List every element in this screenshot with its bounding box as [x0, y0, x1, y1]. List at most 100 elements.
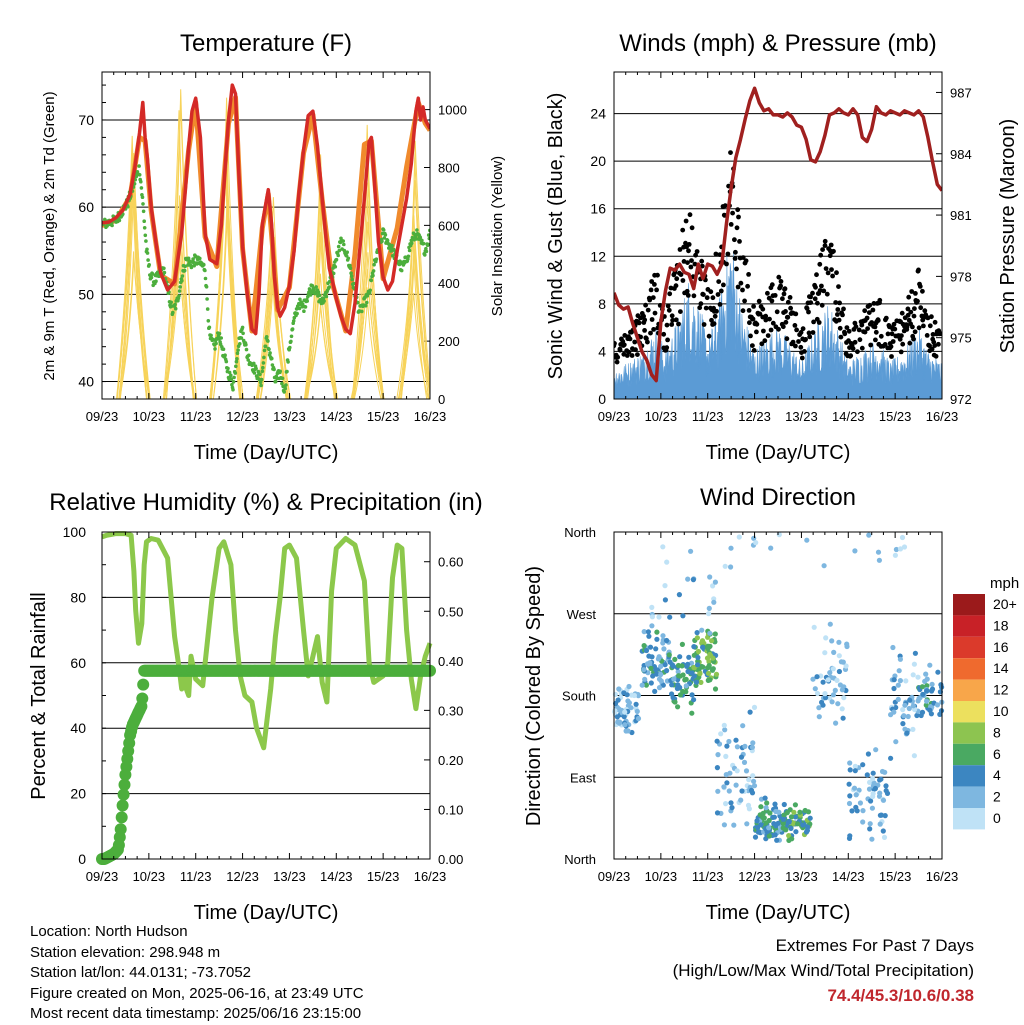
gust-point [670, 317, 675, 323]
gust-point [846, 328, 852, 334]
direction-point [901, 713, 907, 719]
direction-point [628, 705, 634, 711]
x-tick-label: 16/23 [414, 869, 447, 884]
winds-y2-tick-label: 972 [950, 392, 972, 407]
gust-point [868, 342, 874, 348]
gust-point [871, 301, 877, 306]
dewpoint-point [382, 236, 387, 240]
gust-point [905, 306, 911, 312]
direction-point [728, 545, 734, 551]
direction-point [679, 641, 686, 648]
legend-title: mph [990, 575, 1019, 592]
dewpoint-point [363, 303, 368, 308]
direction-point [706, 644, 712, 650]
direction-point [896, 668, 902, 674]
direction-point [867, 826, 873, 832]
x-tick-label: 11/23 [692, 409, 724, 424]
gust-point [823, 266, 829, 271]
gust-point [754, 329, 759, 335]
gust-point [643, 302, 648, 308]
direction-point [675, 669, 681, 675]
direction-point [897, 656, 904, 662]
winds-y2-tick-label: 975 [950, 331, 972, 346]
direction-point [707, 651, 713, 658]
direction-point [714, 810, 721, 816]
dewpoint-point [259, 377, 264, 382]
direction-point [891, 685, 897, 692]
dewpoint-point [270, 356, 274, 361]
direction-point [843, 663, 849, 669]
dewpoint-point [219, 336, 223, 340]
dewpoint-point [420, 238, 424, 243]
dewpoint-point [146, 258, 150, 262]
gust-point [738, 280, 744, 286]
direction-point [705, 670, 712, 676]
direction-point [706, 605, 712, 612]
dewpoint-point [331, 271, 336, 276]
legend-swatch [953, 636, 985, 659]
gust-point [830, 273, 835, 279]
gust-point [701, 292, 706, 297]
dewpoint-point [258, 372, 262, 377]
direction-point [679, 663, 685, 669]
direction-point [763, 820, 769, 826]
direction-point [680, 672, 686, 678]
gust-point [750, 316, 756, 322]
gust-point [748, 333, 753, 339]
x-tick-label: 12/23 [738, 409, 771, 424]
legend-label: 14 [993, 660, 1009, 676]
direction-point [643, 682, 650, 688]
direction-point [791, 809, 797, 815]
gust-point [892, 326, 898, 332]
direction-point [836, 639, 842, 645]
gust-point [650, 295, 656, 300]
direction-point [677, 684, 683, 691]
gust-point [873, 329, 879, 335]
dewpoint-point [150, 272, 155, 276]
gust-point [913, 291, 918, 296]
direction-xlabel: Time (Day/UTC) [706, 902, 851, 924]
direction-point [680, 613, 686, 619]
gust-point [899, 333, 904, 339]
humidity-y2-tick-label: 0.00 [438, 852, 463, 867]
x-tick-label: 15/23 [879, 869, 912, 884]
dewpoint-point [302, 309, 306, 314]
gust-point [694, 249, 700, 254]
dewpoint-point [390, 243, 394, 248]
gust-point [907, 340, 913, 346]
gust-point [844, 325, 850, 330]
humidity-y-tick-label: 100 [63, 524, 87, 540]
dewpoint-point [173, 302, 177, 307]
gust-point [820, 247, 825, 253]
dewpoint-point [303, 305, 308, 309]
direction-point [625, 728, 631, 734]
direction-point [699, 640, 705, 646]
direction-point [918, 712, 924, 719]
direction-point [795, 821, 801, 827]
gust-point [870, 307, 876, 313]
direction-point [870, 770, 876, 776]
dewpoint-point [321, 296, 326, 301]
gust-point [835, 307, 841, 312]
direction-point [664, 559, 670, 565]
direction-point [868, 798, 874, 804]
direction-point [920, 691, 926, 697]
dewpoint-point [217, 331, 222, 336]
gust-point [900, 341, 906, 347]
legend-label: 8 [993, 724, 1001, 740]
gust-point [622, 333, 628, 338]
dewpoint-point [334, 257, 339, 262]
gust-point [668, 285, 674, 291]
temperature-y2-tick-label: 1000 [438, 103, 467, 118]
direction-point [734, 768, 740, 774]
direction-point [937, 711, 943, 718]
direction-point [839, 687, 846, 693]
gust-point [848, 353, 854, 359]
gust-point [936, 341, 941, 347]
direction-point [652, 688, 658, 695]
gust-point [750, 343, 755, 348]
sonic-wind-area [614, 252, 942, 399]
direction-point [683, 676, 689, 682]
winds-y-tick-label: 8 [598, 296, 606, 312]
gust-point [736, 214, 741, 220]
